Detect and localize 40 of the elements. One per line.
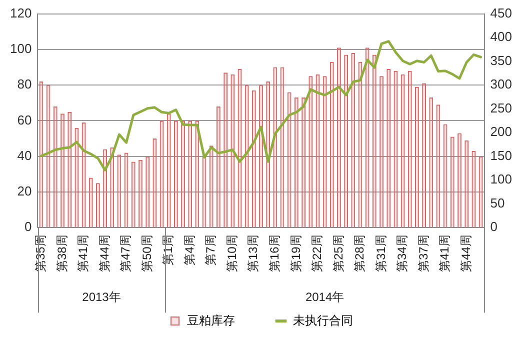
y2-tick-label: 0 (490, 219, 498, 234)
y-tick-label: 120 (10, 5, 32, 20)
y2-tick-label: 100 (490, 172, 512, 187)
x-tick-label: 第37周 (416, 234, 430, 272)
y-tick-label: 60 (17, 112, 32, 128)
x-tick-label: 第44周 (458, 234, 473, 272)
legend-label: 未执行合同 (293, 313, 353, 328)
y2-tick-label: 250 (490, 100, 512, 116)
y-tick-label: 40 (17, 148, 32, 163)
x-tick-label: 第47周 (118, 234, 133, 272)
y2-tick-label: 50 (490, 195, 505, 210)
y2-tick-label: 400 (490, 29, 512, 44)
y2-tick-label: 300 (490, 76, 512, 92)
x-tick-label: 第4周 (182, 234, 196, 266)
y2-tick-label: 200 (490, 124, 512, 140)
x-tick-label: 第25周 (331, 234, 346, 272)
x-tick-label: 第31周 (374, 234, 388, 272)
x-tick-label: 第50周 (140, 234, 154, 272)
x-tick-label: 第10周 (224, 234, 239, 272)
x-tick-label: 第34周 (395, 234, 410, 272)
y-tick-label: 20 (17, 184, 32, 199)
x-tick-label: 第16周 (267, 234, 282, 272)
x-tick-label: 第7周 (204, 234, 218, 266)
x-tick-label: 第22周 (310, 234, 324, 272)
y-tick-label: 80 (17, 76, 32, 92)
x-tick-label: 第41周 (438, 234, 452, 272)
y2-tick-label: 350 (490, 52, 512, 68)
legend-label: 豆粕库存 (187, 313, 235, 328)
x-tick-label: 第41周 (76, 234, 90, 272)
y2-tick-label: 150 (490, 148, 512, 163)
y-tick-label: 0 (24, 219, 32, 234)
x-tick-label: 第13周 (246, 234, 260, 272)
x-tick-label: 第19周 (288, 234, 303, 272)
x-tick-label: 第38周 (54, 234, 69, 272)
x-tick-label: 第28周 (352, 234, 367, 272)
text: 2014年 (305, 290, 344, 304)
x-tick-label: 第44周 (97, 234, 112, 272)
y-tick-label: 100 (10, 41, 32, 56)
text: 2013年 (82, 290, 121, 304)
y2-tick-label: 450 (490, 5, 512, 20)
